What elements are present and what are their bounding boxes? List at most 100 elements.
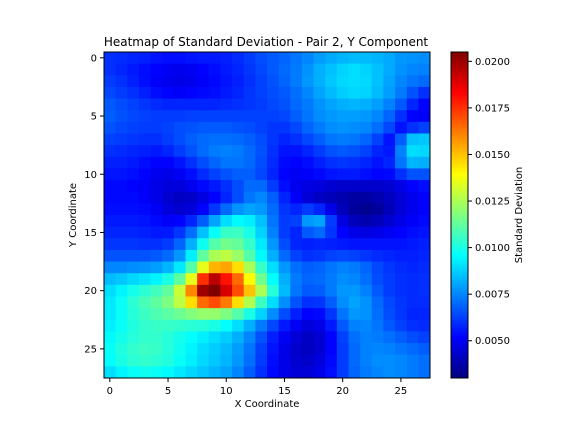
heatmap-cell (395, 191, 408, 204)
heatmap-cell (243, 145, 256, 158)
heatmap-cell (115, 308, 128, 321)
heatmap-cell (290, 133, 303, 146)
heatmap-cell (301, 354, 314, 367)
heatmap-cell (138, 203, 151, 216)
colorbar-step (451, 156, 468, 159)
heatmap-cell (197, 215, 210, 228)
heatmap-cell (138, 261, 151, 274)
colorbar-step (451, 180, 468, 183)
heatmap-cell (185, 308, 198, 321)
heatmap-cell (267, 261, 280, 274)
heatmap-cell (267, 110, 280, 123)
heatmap-cell (325, 215, 338, 228)
y-tick-label: 5 (91, 112, 97, 123)
colorbar-frame (450, 51, 469, 379)
heatmap-cell (395, 238, 408, 251)
colorbar-step (451, 92, 468, 95)
heatmap-cell (115, 156, 128, 169)
colorbar-step (451, 294, 468, 297)
heatmap-cell (278, 156, 291, 169)
heatmap-cell (371, 203, 384, 216)
colorbar-step (451, 322, 468, 325)
heatmap-cell (325, 261, 338, 274)
heatmap-cell (173, 203, 186, 216)
heatmap-cell (383, 121, 396, 134)
heatmap-cell (325, 110, 338, 123)
heatmap-cell (197, 110, 210, 123)
heatmap-cell (115, 319, 128, 332)
heatmap-cell (243, 86, 256, 99)
heatmap-cell (232, 110, 245, 123)
heatmap-cell (185, 249, 198, 262)
heatmap-cell (395, 273, 408, 286)
heatmap-cell (371, 308, 384, 321)
heatmap-cell (115, 238, 128, 251)
heatmap-cell (278, 261, 291, 274)
colorbar-step (451, 372, 468, 375)
heatmap-cell (290, 52, 303, 65)
heatmap-cell (220, 331, 233, 344)
heatmap-cell (313, 343, 326, 356)
heatmap-cell (371, 273, 384, 286)
heatmap-cell (313, 133, 326, 146)
colorbar-step (451, 274, 468, 277)
heatmap-cell (220, 168, 233, 181)
heatmap-cell (371, 284, 384, 297)
heatmap-cell (127, 296, 140, 309)
heatmap-cell (418, 191, 431, 204)
heatmap-cell (278, 366, 291, 379)
heatmap-cell (220, 215, 233, 228)
heatmap-cell (383, 145, 396, 158)
heatmap-cell (313, 238, 326, 251)
heatmap-cell (360, 354, 373, 367)
heatmap-cell (325, 86, 338, 99)
heatmap-cell (301, 238, 314, 251)
heatmap-cell (383, 226, 396, 239)
y-tick-label: 20 (84, 286, 97, 297)
colorbar-step (451, 74, 468, 77)
heatmap-cell (173, 191, 186, 204)
heatmap-cell (395, 343, 408, 356)
heatmap-cell (173, 121, 186, 134)
heatmap-cell (406, 110, 419, 123)
colorbar-step (451, 252, 468, 255)
heatmap-cell (138, 145, 151, 158)
heatmap-cell (185, 52, 198, 65)
heatmap-cell (255, 145, 268, 158)
heatmap-cell (278, 319, 291, 332)
heatmap-cell (243, 215, 256, 228)
colorbar-step (451, 144, 468, 147)
heatmap-cell (208, 121, 221, 134)
heatmap-cell (267, 133, 280, 146)
heatmap-cells (104, 52, 431, 379)
heatmap-cell (185, 86, 198, 99)
heatmap-cell (197, 273, 210, 286)
colorbar-step (451, 210, 468, 213)
heatmap-cell (197, 319, 210, 332)
heatmap-cell (232, 284, 245, 297)
heatmap-cell (267, 343, 280, 356)
heatmap-cell (255, 133, 268, 146)
heatmap-cell (418, 238, 431, 251)
heatmap-cell (255, 191, 268, 204)
heatmap-cell (267, 331, 280, 344)
heatmap-cell (395, 75, 408, 88)
heatmap-cell (185, 110, 198, 123)
heatmap-cell (208, 226, 221, 239)
colorbar-step (451, 318, 468, 321)
heatmap-cell (127, 145, 140, 158)
heatmap-cell (278, 168, 291, 181)
heatmap-cell (104, 98, 117, 111)
heatmap-cell (208, 145, 221, 158)
heatmap-cell (104, 121, 117, 134)
heatmap-cell (115, 273, 128, 286)
colorbar-step (451, 134, 468, 137)
heatmap-cell (173, 86, 186, 99)
heatmap-cell (360, 249, 373, 262)
heatmap-cell (290, 191, 303, 204)
colorbar-step (451, 304, 468, 307)
heatmap-cell (104, 156, 117, 169)
heatmap-cell (150, 145, 163, 158)
colorbar-step (451, 182, 468, 185)
colorbar-step (451, 150, 468, 153)
